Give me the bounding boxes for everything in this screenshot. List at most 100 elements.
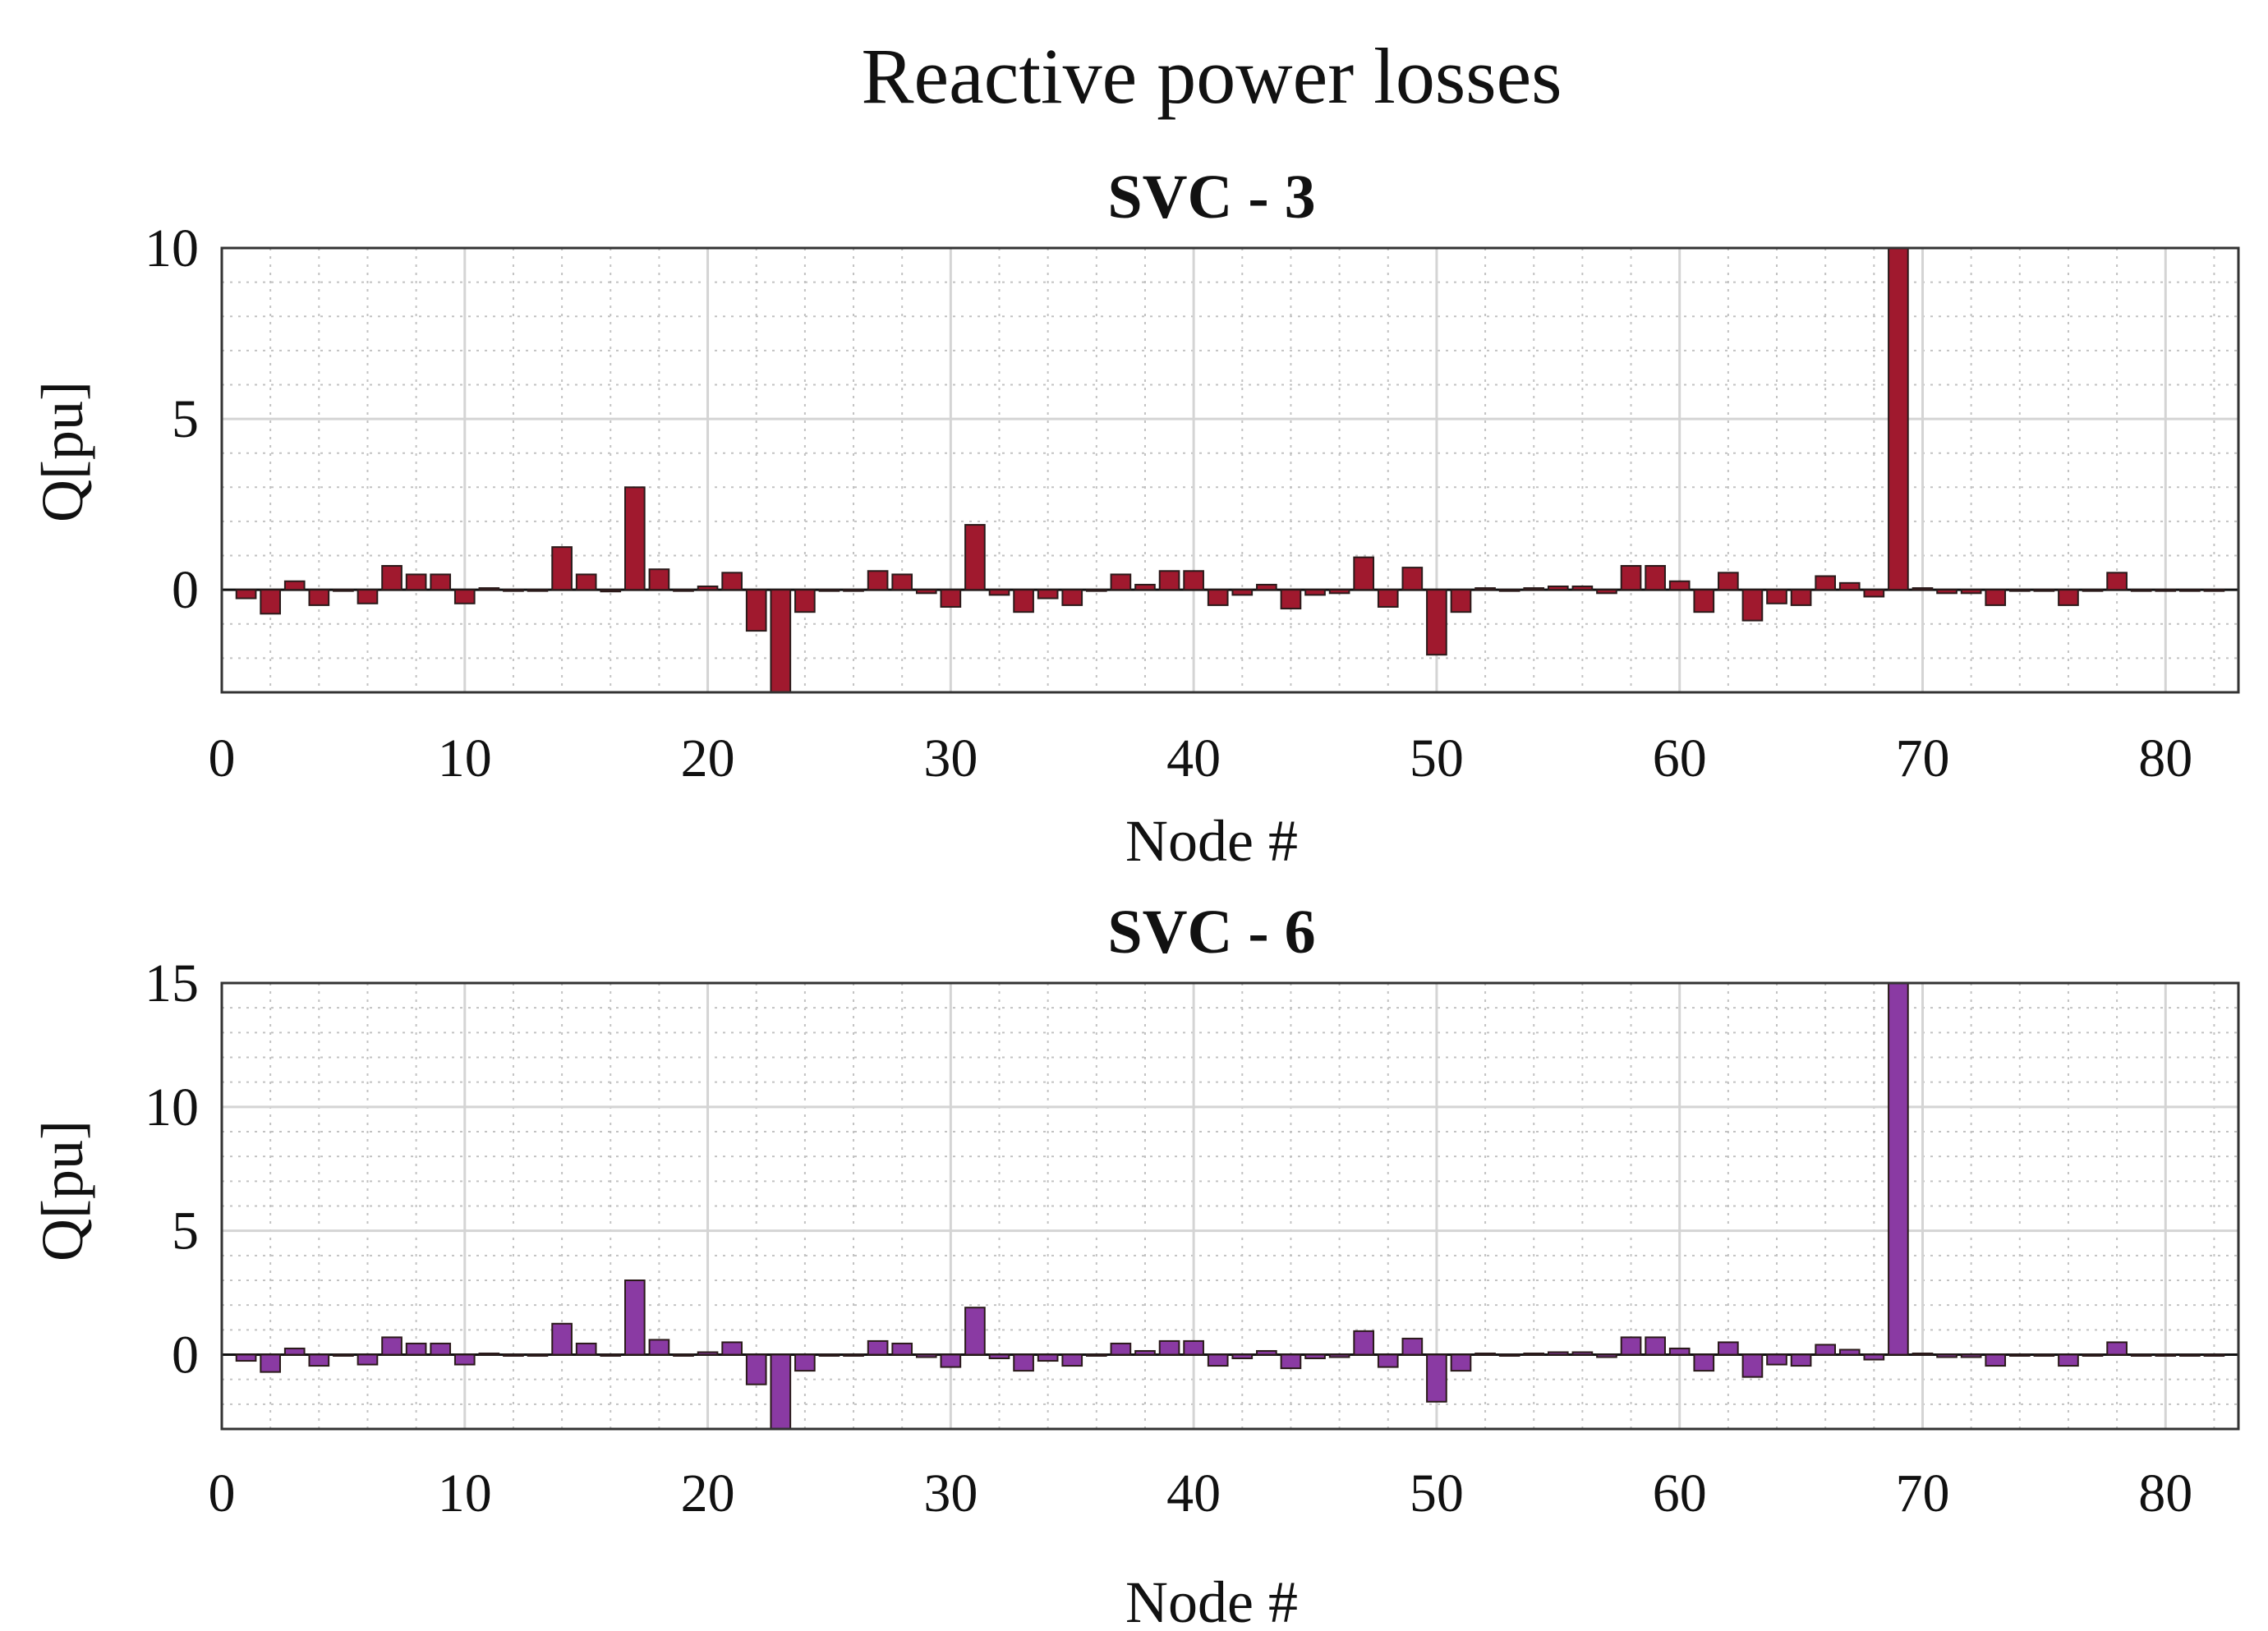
bar — [478, 1352, 500, 1356]
bar — [1304, 1353, 1326, 1360]
grid — [220, 981, 2238, 1430]
bar — [1645, 1336, 1666, 1356]
bar — [283, 1347, 306, 1356]
bar — [1718, 1341, 1739, 1356]
bar — [1571, 585, 1594, 591]
bar — [2106, 572, 2128, 591]
bar — [1085, 1353, 1107, 1357]
bar — [1207, 589, 1229, 606]
x-tick-label: 60 — [1653, 1463, 1707, 1523]
y-tick-labels: 0 5 10 15 — [145, 953, 199, 1385]
x-tick-label: 20 — [681, 728, 735, 788]
grid — [220, 246, 2238, 693]
bar — [1936, 1353, 1957, 1358]
bar — [357, 1353, 379, 1366]
bar — [1183, 570, 1204, 591]
bar — [1498, 1353, 1520, 1357]
bar — [600, 589, 622, 593]
bar — [745, 1353, 767, 1385]
bar — [405, 1342, 427, 1356]
bar — [2058, 589, 2079, 606]
bar — [1693, 1353, 1715, 1372]
plot-frame — [220, 246, 2240, 694]
bar — [357, 589, 379, 604]
x-tick-label: 30 — [923, 728, 978, 788]
bar — [1766, 1353, 1787, 1366]
bar — [1353, 1330, 1375, 1356]
bar — [575, 1342, 597, 1356]
bar — [453, 589, 476, 604]
bar — [2179, 1353, 2201, 1357]
bar — [964, 524, 986, 591]
y-tick-label: 15 — [145, 953, 199, 1013]
y-tick-label: 5 — [172, 1201, 199, 1261]
bar — [453, 1353, 476, 1366]
bar — [260, 589, 281, 615]
bar — [1280, 1353, 1302, 1370]
bar — [2130, 1353, 2152, 1357]
bar — [1450, 1353, 1472, 1372]
bar — [624, 1280, 646, 1356]
bar — [1498, 589, 1520, 592]
x-tick-label: 0 — [209, 728, 236, 788]
bar — [988, 1353, 1010, 1360]
bar — [1158, 570, 1180, 591]
bar — [1547, 1351, 1569, 1356]
bar — [1085, 589, 1107, 592]
bar — [891, 1342, 913, 1356]
bar — [1474, 1352, 1496, 1356]
bar — [1960, 1353, 1982, 1358]
bar — [988, 589, 1010, 596]
bar — [308, 589, 330, 606]
bar — [1668, 580, 1691, 591]
bar — [1377, 589, 1399, 608]
bar — [1888, 982, 1909, 1356]
bar — [1037, 589, 1059, 600]
bar — [478, 587, 500, 591]
bar — [1401, 567, 1424, 591]
bar — [1718, 572, 1739, 591]
bar — [1766, 589, 1787, 604]
bar — [1377, 1353, 1399, 1368]
x-tick-label: 30 — [923, 1463, 978, 1523]
bar — [381, 1336, 403, 1356]
bar — [527, 589, 549, 592]
bar — [1815, 575, 1837, 591]
bar — [235, 589, 257, 600]
bar — [308, 1353, 330, 1367]
bar — [2008, 589, 2031, 592]
bar — [940, 589, 962, 608]
bar — [1863, 589, 1885, 598]
bar — [2033, 589, 2055, 592]
bar — [503, 1353, 524, 1357]
bar — [1620, 1336, 1642, 1356]
y-axis-label: Q[pu] — [30, 381, 95, 522]
y-tick-label: 5 — [172, 389, 199, 449]
bar — [2179, 589, 2201, 592]
bar — [1013, 589, 1034, 613]
bar — [1037, 1353, 1059, 1362]
bar — [2058, 1353, 2079, 1367]
bar — [1401, 1337, 1424, 1356]
bar — [1547, 585, 1569, 591]
x-tick-label: 10 — [438, 1463, 492, 1523]
bar — [673, 1353, 694, 1357]
bar — [915, 1353, 937, 1358]
bar — [1110, 573, 1132, 591]
x-tick-label: 40 — [1166, 728, 1221, 788]
bar — [1280, 589, 1302, 610]
bars — [235, 982, 2225, 1430]
bar — [1985, 1353, 2007, 1367]
bar — [503, 589, 524, 592]
bar — [430, 1342, 452, 1356]
bar — [1450, 589, 1472, 613]
x-tick-label: 70 — [1895, 1463, 1949, 1523]
bar — [1693, 589, 1715, 613]
bars — [235, 247, 2225, 694]
x-tick-label: 20 — [681, 1463, 735, 1523]
y-tick-label: 0 — [172, 1325, 199, 1385]
chart-title: SVC - 6 — [1107, 898, 1315, 967]
y-tick-labels: 0 5 10 — [145, 218, 199, 620]
